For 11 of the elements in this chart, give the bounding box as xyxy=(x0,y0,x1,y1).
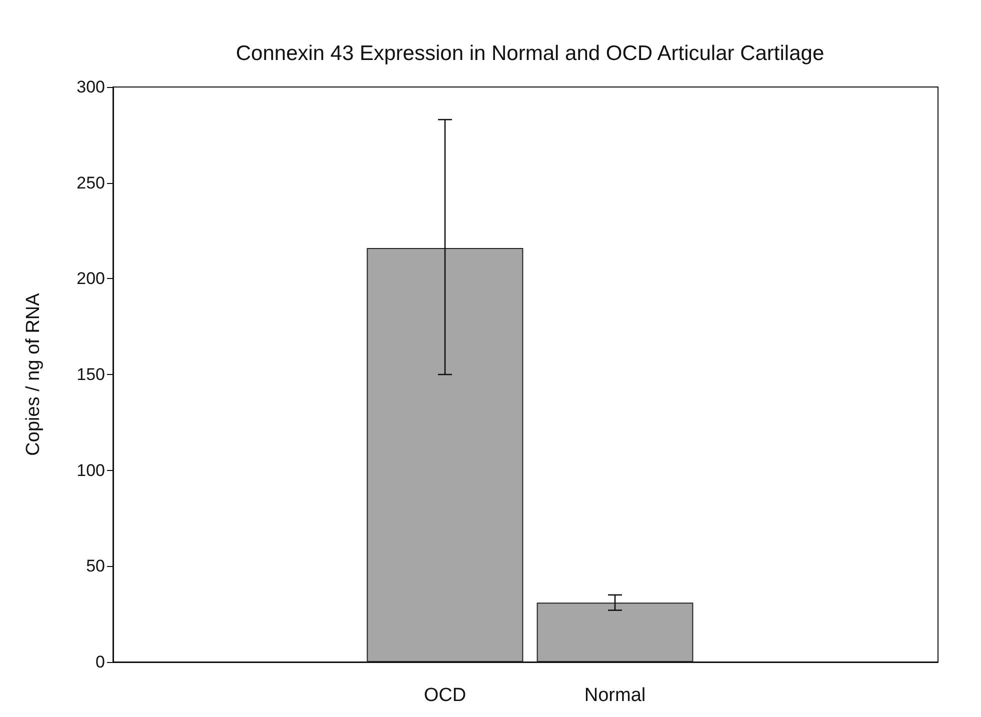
y-tick-label: 300 xyxy=(76,78,105,96)
y-tick-label: 0 xyxy=(96,652,105,672)
x-tick-label: Normal xyxy=(584,685,646,706)
y-tick-label: 100 xyxy=(76,460,105,480)
y-axis-title: Copies / ng of RNA xyxy=(23,292,44,456)
y-tick-label: 150 xyxy=(76,365,105,384)
y-tick-label: 200 xyxy=(76,269,105,288)
chart-title: Connexin 43 Expression in Normal and OCD Articular Cartilage xyxy=(236,42,824,65)
y-tick-label: 50 xyxy=(86,556,105,576)
x-tick-label: OCD xyxy=(424,685,466,706)
y-tick-label: 250 xyxy=(76,173,105,192)
